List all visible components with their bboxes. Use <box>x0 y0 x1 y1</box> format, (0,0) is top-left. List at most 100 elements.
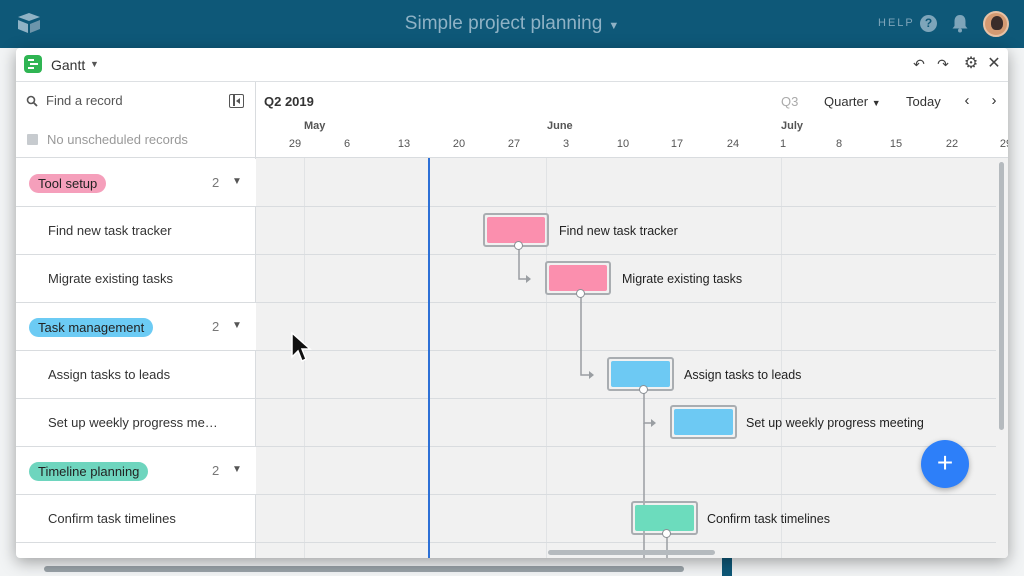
cursor-icon <box>291 331 312 363</box>
today-marker <box>428 158 430 558</box>
record-name: Set up weekly progress me… <box>48 415 218 430</box>
vertical-scrollbar[interactable] <box>999 162 1004 430</box>
chevron-down-icon[interactable]: ▼ <box>90 59 99 69</box>
chevron-left-icon[interactable]: ‹ <box>964 92 970 109</box>
gantt-timeline: Q2 2019 Q3 Quarter ▼ Today ‹ › May June … <box>256 82 1008 558</box>
range-select[interactable]: Quarter ▼ <box>824 94 881 109</box>
bar-fill <box>635 505 694 531</box>
close-icon[interactable]: ✕ <box>987 55 1001 72</box>
day-label: 22 <box>945 138 959 150</box>
row-divider <box>256 206 996 207</box>
bell-icon[interactable] <box>951 14 969 33</box>
group-label: Tool setup <box>29 174 107 193</box>
undo-icon[interactable]: ↶ <box>913 56 925 72</box>
gantt-bar[interactable] <box>483 213 549 247</box>
group-row-tool-setup[interactable]: Tool setup 2 ▼ <box>16 159 256 207</box>
background-scrollbar <box>44 566 684 572</box>
record-list: No unscheduled records Tool setup 2 ▼ Fi… <box>16 82 256 558</box>
day-label: 17 <box>670 138 684 150</box>
bar-fill <box>549 265 607 291</box>
gear-icon[interactable]: ⚙ <box>963 55 979 72</box>
day-label: 29 <box>999 138 1008 150</box>
dependency-handle[interactable] <box>576 289 585 298</box>
record-name: Find new task tracker <box>48 223 172 238</box>
bar-fill <box>487 217 545 243</box>
base-title[interactable]: Simple project planning ▼ <box>0 13 1024 35</box>
group-label: Timeline planning <box>29 462 149 481</box>
row-divider <box>256 446 996 447</box>
add-record-button[interactable]: + <box>921 440 969 488</box>
day-label: 13 <box>397 138 411 150</box>
day-label: 3 <box>562 138 570 150</box>
day-label: 20 <box>452 138 466 150</box>
search-row <box>16 82 256 120</box>
current-quarter: Q2 2019 <box>264 94 314 109</box>
gantt-bar[interactable] <box>670 405 737 439</box>
day-label: 8 <box>835 138 843 150</box>
dependency-handle[interactable] <box>639 385 648 394</box>
record-row[interactable]: Find new task tracker <box>16 207 256 255</box>
calendar-icon <box>27 134 38 145</box>
record-row[interactable]: Migrate existing tasks <box>16 255 256 303</box>
day-label: 29 <box>288 138 302 150</box>
search-input[interactable] <box>46 93 216 108</box>
month-label: July <box>781 120 804 132</box>
record-row[interactable]: Assign tasks to leads <box>16 351 256 399</box>
modal-header: Gantt ▼ ↶ ↷ ⚙ ✕ <box>16 48 1008 82</box>
chevron-down-icon[interactable]: ▼ <box>232 464 242 475</box>
row-divider <box>256 542 996 543</box>
group-count: 2 <box>212 463 220 478</box>
month-divider <box>546 158 547 558</box>
record-row[interactable]: Set up weekly progress me… <box>16 399 256 447</box>
month-label: May <box>304 120 326 132</box>
record-row[interactable]: Confirm task timelines <box>16 495 256 543</box>
dependency-handle[interactable] <box>662 529 671 538</box>
plus-icon: + <box>936 447 954 478</box>
chevron-right-icon[interactable]: › <box>991 92 997 109</box>
chevron-down-icon: ▼ <box>608 20 620 32</box>
day-label: 27 <box>507 138 521 150</box>
group-count: 2 <box>212 175 220 190</box>
unscheduled-text: No unscheduled records <box>47 132 188 147</box>
row-divider <box>256 254 996 255</box>
redo-icon[interactable]: ↷ <box>937 56 949 72</box>
row-divider <box>256 302 996 303</box>
record-name: Confirm task timelines <box>48 511 176 526</box>
gantt-bar[interactable] <box>545 261 611 295</box>
bar-label: Migrate existing tasks <box>622 272 743 286</box>
gantt-icon <box>24 55 42 73</box>
day-label: 6 <box>343 138 351 150</box>
month-label: June <box>547 120 573 132</box>
horizontal-scrollbar[interactable] <box>548 550 715 555</box>
bar-label: Find new task tracker <box>559 224 678 238</box>
help-icon[interactable]: ? <box>920 15 937 32</box>
avatar[interactable] <box>983 11 1009 37</box>
group-count: 2 <box>212 319 220 334</box>
group-row-timeline-planning[interactable]: Timeline planning 2 ▼ <box>16 447 256 495</box>
today-button[interactable]: Today <box>906 94 941 109</box>
row-divider <box>256 398 996 399</box>
next-quarter: Q3 <box>781 94 799 109</box>
help-link[interactable]: HELP <box>878 17 915 29</box>
background-accent <box>722 556 732 576</box>
day-label: 24 <box>726 138 740 150</box>
group-label: Task management <box>29 318 154 337</box>
gantt-modal: Gantt ▼ ↶ ↷ ⚙ ✕ No unscheduled records T… <box>16 48 1008 558</box>
view-name[interactable]: Gantt <box>51 57 86 73</box>
group-row-task-management[interactable]: Task management 2 ▼ <box>16 303 256 351</box>
day-label: 10 <box>616 138 630 150</box>
chevron-down-icon: ▼ <box>871 98 881 108</box>
month-divider <box>781 158 782 558</box>
base-logo-icon[interactable] <box>16 12 42 34</box>
dependency-handle[interactable] <box>514 241 523 250</box>
range-value: Quarter <box>824 94 869 109</box>
chevron-down-icon[interactable]: ▼ <box>232 320 242 331</box>
collapse-panel-icon[interactable] <box>229 94 244 108</box>
search-icon <box>26 95 38 107</box>
base-title-text: Simple project planning <box>404 13 603 34</box>
unscheduled-records: No unscheduled records <box>16 120 256 158</box>
day-label: 15 <box>889 138 903 150</box>
row-divider <box>256 350 996 351</box>
bar-label: Set up weekly progress meeting <box>746 416 924 430</box>
chevron-down-icon[interactable]: ▼ <box>232 176 242 187</box>
